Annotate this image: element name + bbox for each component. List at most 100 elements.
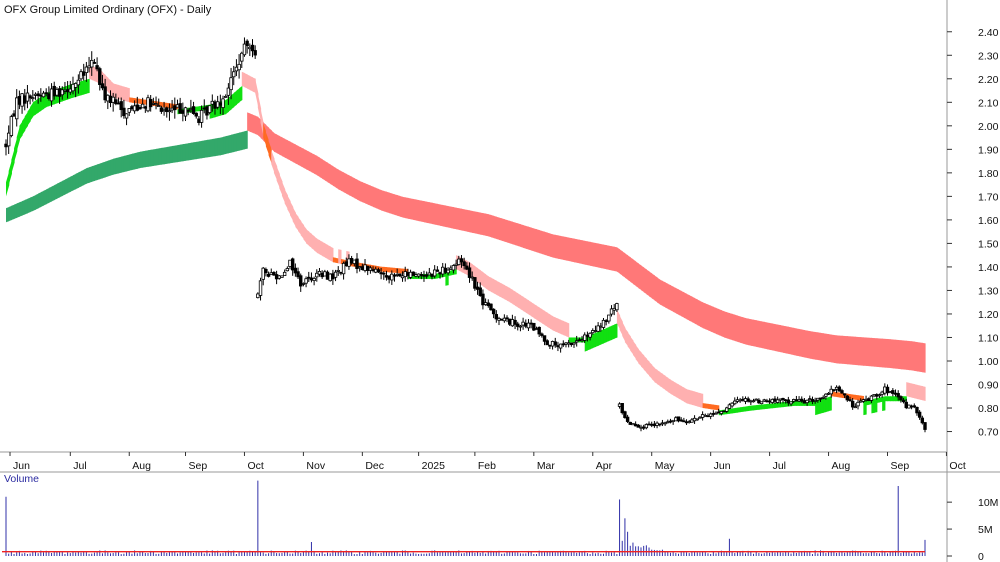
candle-body	[245, 40, 249, 47]
slow-ma-ribbon-segment	[311, 153, 315, 174]
fast-ma-ribbon-segment	[616, 309, 621, 330]
candle-body	[599, 325, 603, 328]
candle-body	[427, 272, 432, 276]
candle-body	[55, 89, 59, 96]
slow-ma-ribbon-segment	[745, 318, 749, 346]
fast-ma-ribbon-segment	[657, 370, 661, 387]
candle-body	[548, 344, 552, 347]
slow-ma-ribbon-segment	[788, 326, 792, 355]
candle-body	[848, 399, 852, 401]
fast-ma-ribbon-segment	[121, 85, 125, 101]
fast-ma-ribbon-segment	[571, 337, 575, 343]
fast-ma-ribbon-segment	[539, 307, 543, 324]
candle-body	[682, 420, 686, 423]
slow-ma-ribbon-segment	[440, 204, 444, 227]
candle-body	[274, 274, 279, 280]
slow-ma-ribbon-segment	[346, 173, 350, 196]
candle-body	[813, 400, 817, 402]
fast-ma-ribbon-segment	[330, 246, 334, 263]
candle-body	[845, 395, 850, 401]
month-tick-label: Nov	[306, 460, 325, 472]
fast-ma-ribbon-segment	[290, 201, 294, 222]
candle-body	[867, 398, 871, 401]
price-tick-label: 0.70	[978, 427, 999, 439]
price-tick-label: 0.80	[978, 403, 999, 415]
candle-body	[561, 343, 565, 346]
slow-ma-ribbon-segment	[399, 195, 404, 218]
slow-ma-ribbon-segment	[574, 238, 578, 263]
candle-body	[858, 400, 863, 403]
slow-ma-ribbon-segment	[378, 189, 382, 211]
slow-ma-ribbon-segment	[595, 243, 599, 268]
fast-ma-ribbon-segment	[740, 406, 744, 413]
candle-body	[296, 271, 300, 278]
slow-ma-ribbon-segment	[528, 226, 532, 251]
fast-ma-ribbon-segment	[504, 285, 508, 301]
slow-ma-ribbon-segment	[340, 171, 345, 193]
fast-ma-ribbon-segment	[640, 352, 645, 370]
month-tick-label: Dec	[365, 460, 384, 472]
fast-ma-ribbon-segment	[892, 396, 897, 402]
candle-body	[556, 345, 560, 348]
candle-body	[15, 97, 19, 120]
candle-body	[39, 94, 43, 97]
candle-body	[738, 399, 742, 402]
candle-body	[148, 99, 153, 108]
candle-body	[478, 287, 482, 297]
slow-ma-ribbon-segment	[375, 187, 380, 210]
slow-ma-ribbon-segment	[386, 191, 390, 214]
candle-body	[816, 397, 820, 401]
fast-ma-ribbon-segment	[793, 400, 797, 406]
fast-ma-ribbon-segment	[327, 244, 331, 261]
candle-body	[92, 62, 97, 64]
candle-body	[266, 273, 271, 277]
slow-ma-ribbon-segment	[823, 333, 827, 362]
slow-ma-ribbon-segment	[121, 155, 125, 173]
candle-body	[71, 83, 75, 92]
slow-ma-ribbon-segment	[89, 166, 93, 183]
slow-ma-ribbon-segment	[525, 225, 530, 250]
month-tick-label: Sep	[890, 460, 909, 472]
month-tick-label: Sep	[189, 460, 208, 472]
fast-ma-ribbon-segment	[916, 384, 921, 400]
fast-ma-ribbon-segment	[756, 404, 760, 411]
candle-body	[757, 399, 761, 404]
slow-ma-ribbon-segment	[520, 224, 524, 248]
candle-body	[789, 401, 793, 405]
slow-ma-ribbon-segment	[689, 295, 693, 323]
candle-body	[269, 272, 273, 276]
candle-body	[521, 321, 525, 326]
slow-ma-ribbon-segment	[498, 217, 503, 241]
slow-ma-ribbon-segment	[849, 336, 854, 365]
slow-ma-ribbon-segment	[796, 328, 800, 357]
candle-body	[596, 325, 600, 332]
candle-body	[132, 105, 137, 112]
volume-plot	[2, 480, 926, 556]
candle-body	[9, 116, 14, 136]
candle-body	[885, 386, 890, 394]
fast-ma-ribbon-segment	[855, 394, 859, 401]
candle-body	[668, 420, 673, 423]
candle-body	[390, 273, 394, 281]
price-tick-label: 1.50	[978, 238, 999, 250]
slow-ma-ribbon-segment	[389, 192, 393, 215]
chart-title: OFX Group Limited Ordinary (OFX) - Daily	[4, 4, 212, 16]
slow-ma-ribbon-segment	[914, 341, 918, 372]
slow-ma-ribbon-segment	[753, 319, 757, 347]
candle-body	[585, 334, 590, 337]
candle-body	[250, 44, 255, 52]
slow-ma-ribbon-segment	[308, 151, 313, 173]
slow-ma-ribbon-segment	[426, 201, 430, 224]
price-tick-label: 1.90	[978, 144, 999, 156]
candle-body	[604, 320, 608, 323]
slow-ma-ribbon-segment	[820, 332, 824, 361]
fast-ma-ribbon-segment	[852, 394, 856, 400]
slow-ma-ribbon-segment	[48, 186, 53, 203]
slow-ma-ribbon-segment	[137, 151, 141, 169]
fast-ma-ribbon-segment	[533, 303, 538, 320]
candle-body	[644, 424, 649, 429]
fast-ma-ribbon-segment	[386, 267, 390, 273]
candle-body	[636, 424, 641, 428]
slow-ma-ribbon-segment	[555, 234, 559, 259]
